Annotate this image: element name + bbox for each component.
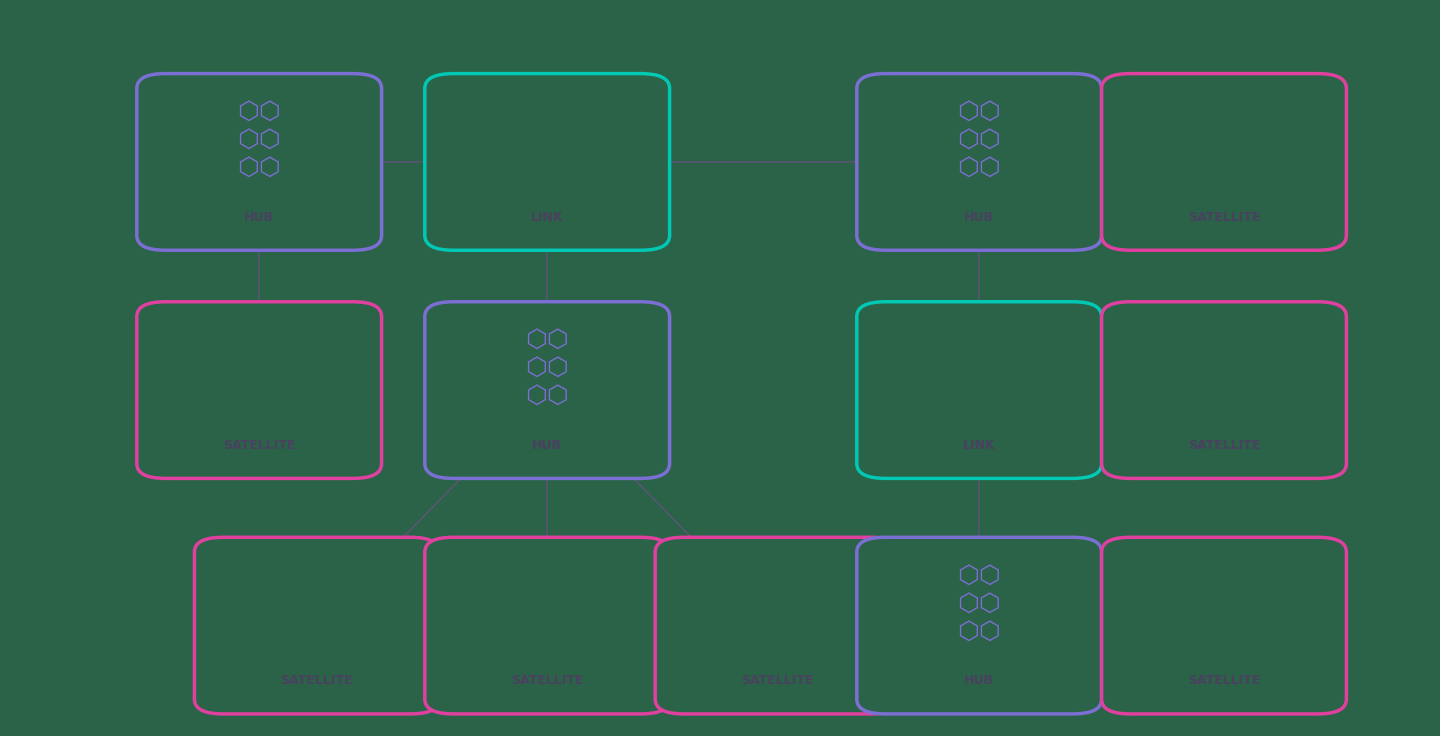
FancyBboxPatch shape xyxy=(655,537,900,714)
FancyBboxPatch shape xyxy=(857,302,1102,478)
Text: SATELLITE: SATELLITE xyxy=(1188,674,1260,687)
Text: ⬡⬡
⬡⬡
⬡⬡: ⬡⬡ ⬡⬡ ⬡⬡ xyxy=(958,564,1001,643)
Text: ⬡⬡
⬡⬡
⬡⬡: ⬡⬡ ⬡⬡ ⬡⬡ xyxy=(238,100,281,180)
FancyBboxPatch shape xyxy=(857,537,1102,714)
Text: SATELLITE: SATELLITE xyxy=(1188,210,1260,224)
Text: LINK: LINK xyxy=(963,439,995,452)
FancyBboxPatch shape xyxy=(857,74,1102,250)
FancyBboxPatch shape xyxy=(1102,302,1346,478)
FancyBboxPatch shape xyxy=(137,302,382,478)
FancyBboxPatch shape xyxy=(425,537,670,714)
Text: LINK: LINK xyxy=(531,210,563,224)
Text: SATELLITE: SATELLITE xyxy=(223,439,295,452)
Text: HUB: HUB xyxy=(965,210,994,224)
Text: HUB: HUB xyxy=(533,439,562,452)
FancyBboxPatch shape xyxy=(425,74,670,250)
Text: ⬡⬡
⬡⬡
⬡⬡: ⬡⬡ ⬡⬡ ⬡⬡ xyxy=(958,100,1001,180)
FancyBboxPatch shape xyxy=(1102,537,1346,714)
FancyBboxPatch shape xyxy=(137,74,382,250)
Text: HUB: HUB xyxy=(965,674,994,687)
FancyBboxPatch shape xyxy=(1102,74,1346,250)
Text: SATELLITE: SATELLITE xyxy=(1188,439,1260,452)
Text: SATELLITE: SATELLITE xyxy=(281,674,353,687)
Text: SATELLITE: SATELLITE xyxy=(742,674,814,687)
Text: SATELLITE: SATELLITE xyxy=(511,674,583,687)
Text: ⬡⬡
⬡⬡
⬡⬡: ⬡⬡ ⬡⬡ ⬡⬡ xyxy=(526,328,569,408)
Text: HUB: HUB xyxy=(245,210,274,224)
FancyBboxPatch shape xyxy=(425,302,670,478)
FancyBboxPatch shape xyxy=(194,537,439,714)
